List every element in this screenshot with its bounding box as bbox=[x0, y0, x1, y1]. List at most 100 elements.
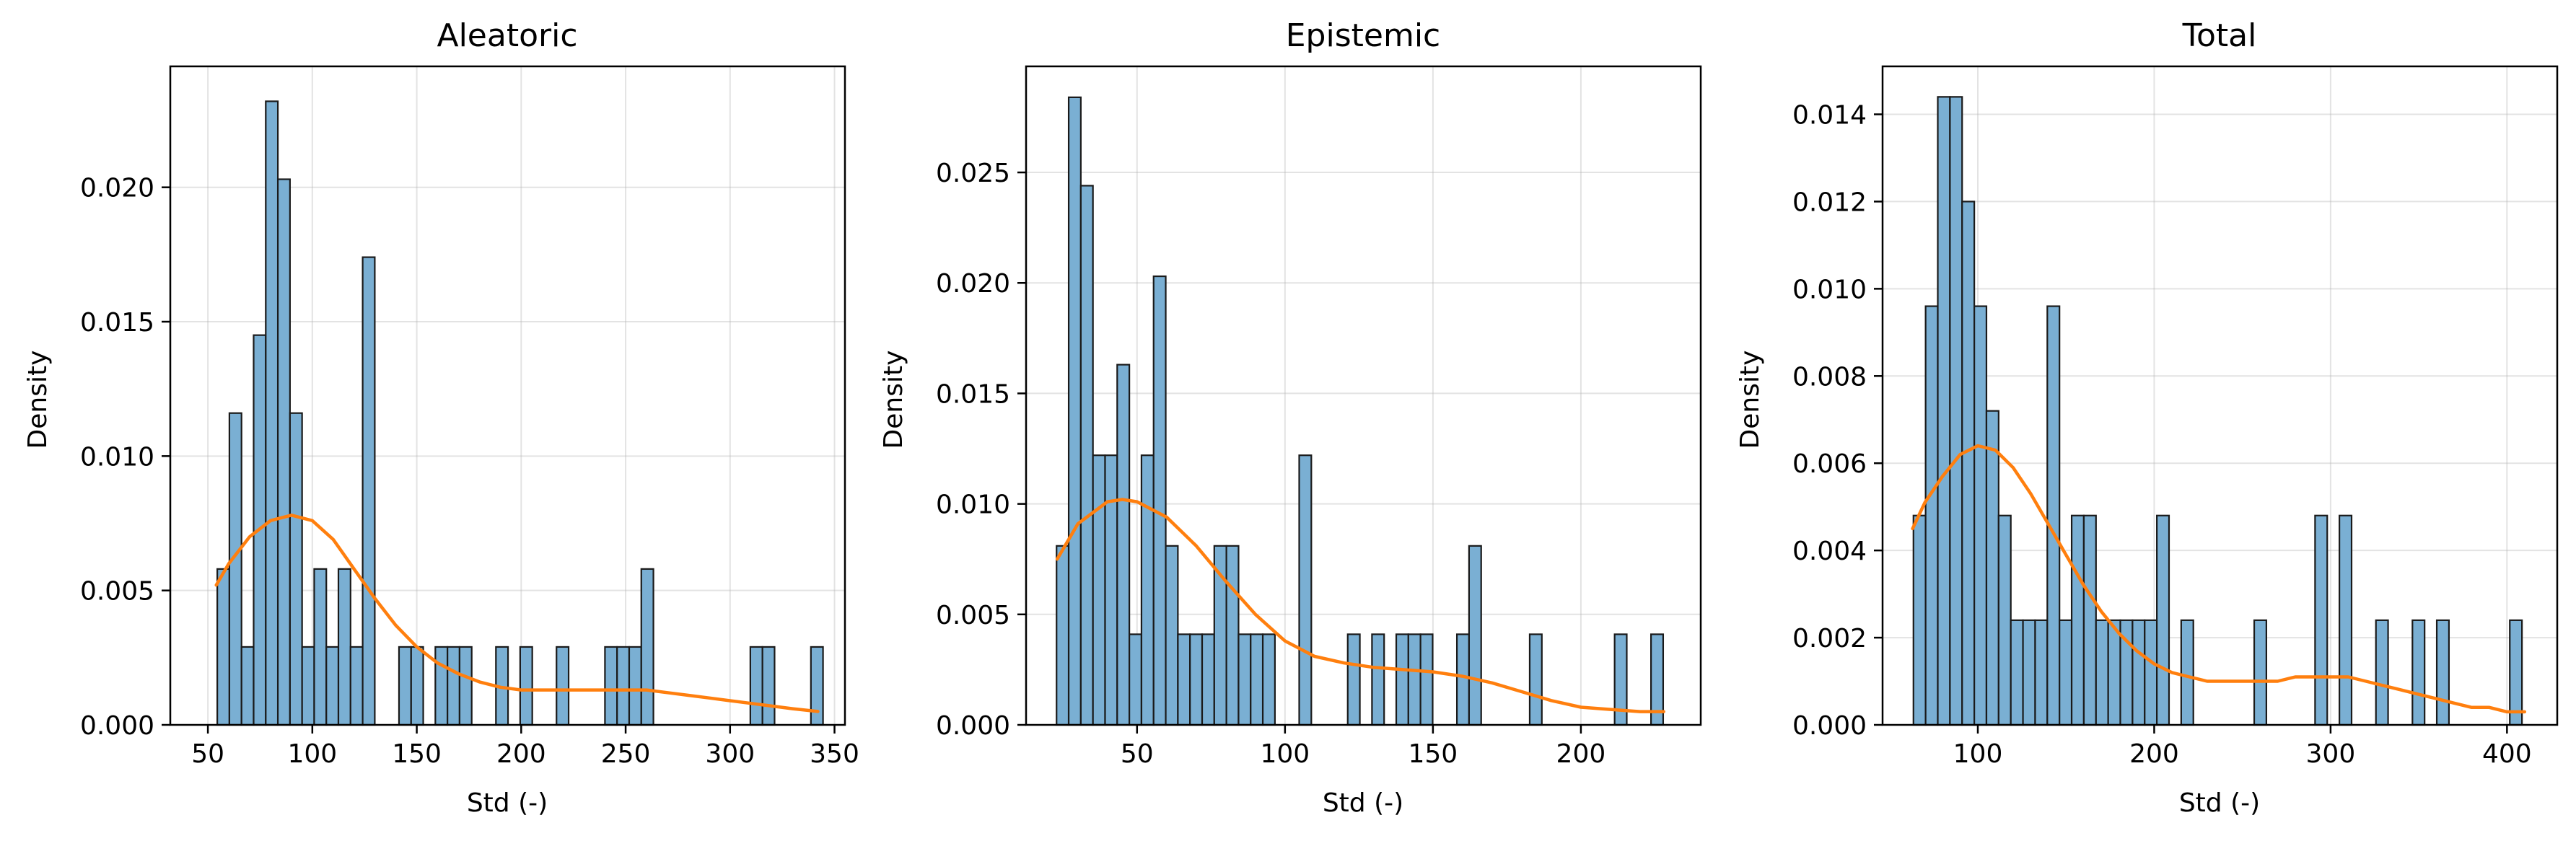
total-ytick-label-4: 0.008 bbox=[1792, 362, 1867, 392]
epistemic-bar-7 bbox=[1140, 454, 1155, 726]
epistemic-xlabel: Std (-) bbox=[1323, 788, 1403, 818]
epistemic-bar-34 bbox=[1468, 545, 1482, 726]
total-bar-3 bbox=[1949, 96, 1963, 726]
total-bar-19 bbox=[2144, 619, 2158, 726]
aleatoric-bar-19 bbox=[447, 646, 461, 726]
epistemic-bar-6 bbox=[1129, 633, 1143, 726]
aleatoric-bar-6 bbox=[289, 412, 303, 726]
epistemic-kde-line bbox=[1055, 498, 1665, 713]
total-bar-15 bbox=[2095, 619, 2109, 726]
aleatoric-bar-32 bbox=[604, 646, 618, 726]
total-bar-2 bbox=[1937, 96, 1951, 726]
aleatoric-kde bbox=[214, 514, 820, 713]
epistemic-axes: 50 100 150 200 0.000 0.005 0.010 0.015 0.020 0.02… bbox=[936, 65, 1702, 769]
aleatoric-kde-line bbox=[214, 514, 820, 713]
total-bar-11 bbox=[2046, 305, 2061, 726]
epistemic-bar-1 bbox=[1067, 96, 1082, 726]
total-bar-9 bbox=[2022, 619, 2036, 726]
epistemic-bar-29 bbox=[1407, 633, 1421, 726]
aleatoric-bar-35 bbox=[640, 568, 654, 726]
epistemic-xtick-label-2: 150 bbox=[1409, 739, 1458, 769]
epistemic-axes-frame bbox=[1025, 65, 1702, 726]
aleatoric-ytick-label-4: 0.020 bbox=[80, 174, 154, 203]
aleatoric-bar-10 bbox=[337, 568, 351, 726]
total-bar-12 bbox=[2059, 619, 2073, 726]
aleatoric-xtick-label-3: 200 bbox=[496, 739, 546, 769]
epistemic-bar-10 bbox=[1177, 633, 1191, 726]
aleatoric-xtick-label-0: 50 bbox=[191, 739, 224, 769]
total-bar-10 bbox=[2034, 619, 2049, 726]
aleatoric-bar-18 bbox=[434, 646, 449, 726]
aleatoric-bar-44 bbox=[749, 646, 763, 726]
total-kde bbox=[1911, 444, 2527, 714]
epistemic-bar-0 bbox=[1056, 545, 1070, 726]
epistemic-xtick-label-0: 50 bbox=[1121, 739, 1154, 769]
aleatoric-bar-7 bbox=[301, 646, 315, 726]
aleatoric-ylabel: Density bbox=[23, 351, 53, 449]
aleatoric-bar-11 bbox=[349, 646, 364, 726]
total-bar-28 bbox=[2253, 619, 2268, 726]
aleatoric-xtick-label-5: 300 bbox=[705, 739, 755, 769]
total-bar-38 bbox=[2375, 619, 2389, 726]
total-ytick-label-1: 0.002 bbox=[1792, 624, 1867, 653]
total-bar-0 bbox=[1912, 514, 1927, 726]
aleatoric-axes: 50 100 150 200 250 300 350 0.000 0.005 0.010 0.015… bbox=[80, 65, 859, 769]
epistemic-bar-17 bbox=[1261, 633, 1276, 726]
epistemic-bar-39 bbox=[1528, 633, 1543, 726]
aleatoric-bar-25 bbox=[519, 646, 533, 726]
total-bar-16 bbox=[2107, 619, 2121, 726]
total-ytick-label-2: 0.004 bbox=[1792, 537, 1867, 566]
aleatoric-bar-28 bbox=[556, 646, 570, 726]
epistemic-kde bbox=[1055, 498, 1665, 713]
epistemic-bar-24 bbox=[1346, 633, 1361, 726]
total-bar-43 bbox=[2435, 619, 2450, 726]
total-bar-41 bbox=[2411, 619, 2426, 726]
aleatoric-panel: 50 100 150 200 250 300 350 0.000 0.005 0.010 0.015… bbox=[23, 17, 859, 818]
epistemic-ytick-label-3: 0.015 bbox=[936, 379, 1010, 409]
total-bar-7 bbox=[1997, 514, 2012, 726]
epistemic-bar-33 bbox=[1455, 633, 1471, 726]
total-xtick-label-2: 300 bbox=[2306, 739, 2356, 769]
aleatoric-title: Aleatoric bbox=[437, 17, 577, 54]
epistemic-bar-28 bbox=[1395, 633, 1409, 726]
total-bar-14 bbox=[2082, 514, 2097, 726]
total-axes: 100 200 300 400 0.000 0.002 0.004 0.006 0.008 0.0… bbox=[1792, 65, 2559, 769]
total-panel: 100 200 300 400 0.000 0.002 0.004 0.006 0.008 0.0… bbox=[1735, 17, 2559, 818]
total-ylabel: Density bbox=[1735, 351, 1765, 449]
epistemic-bar-15 bbox=[1237, 633, 1252, 726]
total-xtick-label-0: 100 bbox=[1953, 739, 2003, 769]
epistemic-bar-9 bbox=[1165, 545, 1179, 726]
aleatoric-bar-5 bbox=[276, 178, 291, 726]
epistemic-bar-5 bbox=[1116, 364, 1131, 726]
total-kde-line bbox=[1911, 444, 2527, 714]
aleatoric-bar-15 bbox=[398, 646, 412, 726]
total-ytick-label-0: 0.000 bbox=[1792, 711, 1867, 741]
total-xtick-label-3: 400 bbox=[2482, 739, 2532, 769]
aleatoric-xtick-label-4: 250 bbox=[601, 739, 651, 769]
total-bar-5 bbox=[1973, 305, 1988, 726]
aleatoric-ytick-label-2: 0.010 bbox=[80, 442, 154, 472]
epistemic-bar-11 bbox=[1189, 633, 1204, 726]
aleatoric-bar-49 bbox=[810, 646, 824, 726]
epistemic-ylabel: Density bbox=[879, 351, 908, 449]
total-bar-35 bbox=[2339, 514, 2353, 726]
total-bar-49 bbox=[2509, 619, 2523, 726]
aleatoric-bar-2 bbox=[240, 646, 255, 726]
epistemic-title: Epistemic bbox=[1286, 17, 1440, 54]
total-bar-6 bbox=[1985, 410, 1999, 726]
total-bar-20 bbox=[2156, 514, 2170, 726]
epistemic-bar-20 bbox=[1298, 454, 1313, 726]
epistemic-bar-8 bbox=[1152, 275, 1167, 726]
epistemic-bar-26 bbox=[1371, 633, 1385, 726]
aleatoric-bar-8 bbox=[313, 568, 328, 726]
total-bar-18 bbox=[2132, 619, 2146, 726]
epistemic-bar-30 bbox=[1419, 633, 1434, 726]
total-ytick-label-7: 0.014 bbox=[1792, 101, 1867, 131]
aleatoric-bar-20 bbox=[458, 646, 473, 726]
aleatoric-bar-33 bbox=[616, 646, 631, 726]
epistemic-panel: 50 100 150 200 0.000 0.005 0.010 0.015 0.020 0.02… bbox=[879, 17, 1702, 818]
aleatoric-ytick-label-0: 0.000 bbox=[80, 711, 154, 741]
aleatoric-bar-1 bbox=[228, 412, 242, 726]
epistemic-bars bbox=[1056, 96, 1665, 726]
epistemic-bar-4 bbox=[1104, 454, 1118, 726]
